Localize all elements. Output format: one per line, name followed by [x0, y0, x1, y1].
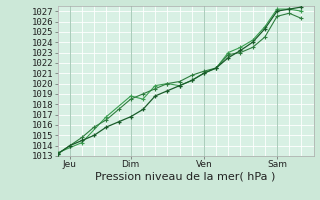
X-axis label: Pression niveau de la mer( hPa ): Pression niveau de la mer( hPa ): [95, 172, 276, 182]
